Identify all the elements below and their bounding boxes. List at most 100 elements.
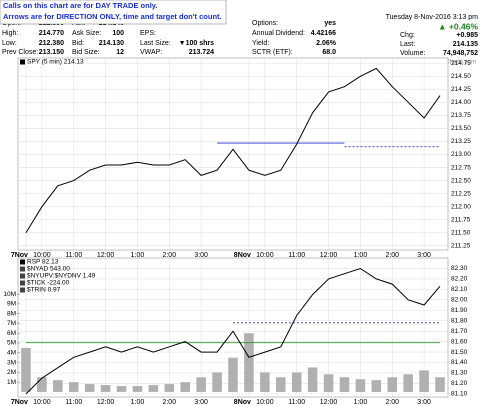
x-tick-label: 10:00 bbox=[33, 399, 51, 406]
y2-tick-label: 82.30 bbox=[451, 265, 468, 272]
field-label: Last Size: bbox=[140, 40, 171, 47]
y2-tick-label: 82.00 bbox=[451, 297, 468, 304]
y2-tick-label: 81.40 bbox=[451, 359, 468, 366]
y2-tick-label: 81.80 bbox=[451, 317, 468, 324]
y2-tick-label: 81.60 bbox=[451, 338, 468, 345]
x-tick-label: 11:00 bbox=[288, 399, 305, 406]
legend-label: SPY (5 min) 214.13 bbox=[27, 59, 84, 66]
volume-bar bbox=[387, 377, 398, 392]
price-line bbox=[25, 67, 441, 234]
volume-bar bbox=[371, 380, 382, 392]
volume-bar bbox=[244, 333, 254, 392]
y-tick-label: 211.50 bbox=[451, 230, 471, 237]
y-tick-label: 212.00 bbox=[451, 203, 471, 210]
y-tick-label: 213.25 bbox=[451, 138, 471, 145]
change-pct: ▲ +0.46% bbox=[438, 21, 478, 31]
field-label: Bid Size: bbox=[72, 49, 100, 56]
field-label: Ask Size: bbox=[72, 30, 101, 37]
volume-bar bbox=[291, 372, 302, 392]
y2-tick-label: 81.20 bbox=[451, 380, 468, 387]
note: Calls on this chart are for DAY TRADE on… bbox=[3, 1, 157, 10]
legend-label: RSP 82.13 bbox=[27, 259, 59, 266]
volume-bar bbox=[116, 386, 127, 392]
x-tick-label: 2:00 bbox=[385, 399, 399, 406]
legend-label: $TRIN 0.97 bbox=[27, 287, 61, 294]
y2-tick-label: 81.50 bbox=[451, 349, 468, 356]
x-tick-label: 12:00 bbox=[320, 252, 338, 259]
header: Open:212.890High:214.770Low:212.380Prev … bbox=[2, 20, 478, 57]
y-tick-label: 213.50 bbox=[451, 125, 471, 132]
x-tick-label: 8Nov bbox=[234, 252, 251, 259]
y-tick-label: 214.50 bbox=[451, 73, 471, 80]
y-tick-label: 10M bbox=[3, 291, 16, 298]
x-tick-label: 8Nov bbox=[234, 399, 251, 406]
y-tick-label: 5M bbox=[7, 340, 16, 347]
field-label: Low: bbox=[2, 40, 17, 47]
volume-bar bbox=[228, 357, 238, 392]
y-tick-label: 212.75 bbox=[451, 164, 471, 171]
volume-bar bbox=[276, 377, 286, 392]
plots: 7Nov 10:00 11:00 12:00 1:00 2:00 3:00 8Nov 10:00… bbox=[3, 57, 471, 406]
field-value: ▼100 shrs bbox=[179, 40, 214, 47]
plot-area bbox=[17, 57, 449, 251]
legend-label: $NYAD 543.00 bbox=[27, 266, 70, 273]
field-label: Yield: bbox=[252, 40, 269, 47]
volume-bar bbox=[196, 377, 206, 392]
volume-bar bbox=[307, 367, 318, 392]
x-tick-label: 10:00 bbox=[33, 252, 51, 259]
volume-bar bbox=[21, 347, 31, 392]
y-tick-label: 3M bbox=[7, 359, 16, 366]
note-box bbox=[0, 0, 227, 25]
legend-swatch bbox=[20, 59, 25, 65]
volume-bar bbox=[419, 370, 429, 392]
field-value: 214.130 bbox=[99, 40, 124, 47]
field-label: VWAP: bbox=[140, 49, 162, 56]
field-value: 213.150 bbox=[39, 49, 64, 56]
volume-bar bbox=[100, 385, 111, 392]
volume-bar bbox=[260, 372, 270, 392]
field-value: 2.06% bbox=[316, 40, 337, 47]
y-tick-label: 211.75 bbox=[451, 216, 471, 223]
x-tick-label: 1:00 bbox=[131, 399, 145, 406]
field-value: 4.42166 bbox=[311, 30, 336, 37]
legend-swatch bbox=[20, 280, 25, 286]
field-label: EPS: bbox=[140, 30, 156, 37]
legend-swatch bbox=[20, 273, 25, 279]
note: Arrows are for DIRECTION ONLY, time and … bbox=[3, 12, 222, 21]
field-value: 214.770 bbox=[39, 30, 64, 37]
x-tick-label: 1:00 bbox=[354, 252, 368, 259]
field-label: SCTR (ETF): bbox=[252, 49, 293, 56]
volume-bar bbox=[180, 382, 190, 392]
field-label: Volume: bbox=[400, 50, 425, 57]
x-tick-label: 11:00 bbox=[65, 399, 82, 406]
field-value: 213.724 bbox=[189, 49, 214, 56]
x-tick-label: 12:00 bbox=[320, 399, 338, 406]
x-tick-label: 10:00 bbox=[256, 399, 274, 406]
y2-tick-label: 81.30 bbox=[451, 370, 468, 377]
volume-bar bbox=[68, 382, 79, 392]
y-tick-label: 211.25 bbox=[451, 243, 471, 250]
volume-bar bbox=[53, 380, 63, 392]
legend-swatch bbox=[20, 259, 25, 265]
field-value: 68.0 bbox=[322, 49, 336, 56]
y-tick-label: 213.75 bbox=[451, 112, 471, 119]
y-tick-label: 212.25 bbox=[451, 190, 471, 197]
volume-bar bbox=[339, 377, 350, 392]
x-tick-label: 2:00 bbox=[385, 252, 399, 259]
y-tick-label: 212.50 bbox=[451, 177, 471, 184]
field-value: 74,948,752 bbox=[443, 50, 478, 57]
x-tick-label: 10:00 bbox=[256, 252, 274, 259]
x-tick-label: 3:00 bbox=[194, 399, 208, 406]
x-tick-label: 11:00 bbox=[288, 252, 305, 259]
field-value: yes bbox=[324, 20, 336, 27]
y-tick-label: 6M bbox=[7, 330, 16, 337]
legend-swatch bbox=[20, 287, 25, 293]
field-value: 214.135 bbox=[453, 41, 478, 48]
watermark: © StockCharts.com bbox=[424, 59, 476, 66]
x-tick-label: 7Nov bbox=[11, 252, 28, 259]
field-value: 12 bbox=[116, 49, 124, 56]
x-tick-label: 3:00 bbox=[417, 252, 431, 259]
field-label: Chg: bbox=[400, 32, 415, 39]
field-label: Prev Close: bbox=[2, 49, 38, 56]
x-tick-label: 3:00 bbox=[194, 252, 208, 259]
